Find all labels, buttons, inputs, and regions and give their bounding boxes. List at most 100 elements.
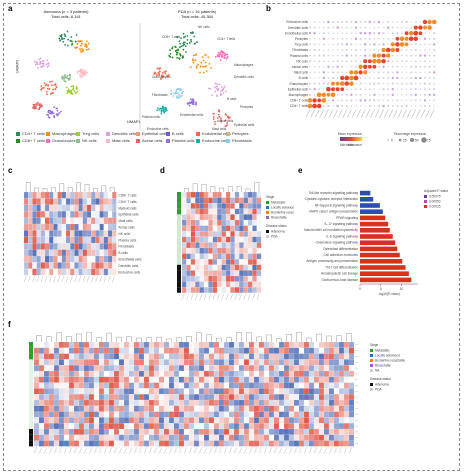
adenoma-subtitle: Total cells: 6,341 — [51, 14, 81, 19]
heatmap-cell — [243, 423, 250, 430]
heatmap-cell — [188, 388, 195, 395]
heatmap-cell — [128, 423, 135, 430]
umap-cluster-label: Fibroblasts — [152, 93, 168, 97]
heatmap-cell — [348, 423, 355, 430]
heatmap-cell — [183, 382, 190, 389]
heatmap-cell — [298, 382, 305, 389]
heatmap-cell — [93, 394, 100, 401]
heatmap-cell — [118, 411, 125, 418]
heatmap-cell — [82, 217, 88, 225]
heatmap-cell — [98, 434, 105, 441]
heatmap-cell — [113, 359, 120, 366]
dot-point — [341, 26, 343, 29]
heatmap-cell — [243, 231, 249, 237]
heatmap-cell — [43, 353, 50, 360]
heatmap-cell — [178, 394, 185, 401]
heatmap-cell — [57, 262, 62, 269]
heatmap-cell — [103, 394, 110, 401]
heatmap-cell — [230, 197, 235, 204]
umap-point — [36, 103, 39, 106]
stage-bar-cell — [177, 242, 181, 248]
umap-point — [164, 72, 167, 75]
gene-tick — [430, 109, 435, 118]
heatmap-cell — [213, 359, 220, 366]
umap-point — [223, 54, 226, 57]
dot-row-label: Pericytes — [295, 37, 309, 41]
umap-point — [69, 75, 72, 77]
stage-bar-cell — [29, 382, 33, 389]
heatmap-cell — [243, 411, 250, 418]
dot-point — [387, 99, 390, 102]
dot-point — [387, 93, 390, 96]
dot-point — [378, 105, 380, 107]
heatmap-cell — [178, 382, 185, 389]
heatmap-cell — [188, 428, 195, 435]
umap-point — [222, 87, 225, 90]
heatmap-cell — [38, 423, 45, 430]
dendrogram-branch — [93, 188, 98, 192]
dot-point — [364, 94, 366, 96]
heatmap-cell — [238, 376, 245, 383]
umap-point — [39, 57, 42, 60]
heatmap-cell — [198, 423, 205, 430]
heatmap-cell — [93, 365, 100, 372]
heatmap-cell — [38, 394, 45, 401]
dot-point — [405, 66, 408, 68]
heatmap-cell — [218, 428, 225, 435]
umap-point — [46, 87, 49, 90]
gene-tick — [416, 109, 421, 118]
umap-point — [33, 60, 36, 63]
heatmap-cell — [65, 243, 71, 250]
dendrogram-branch — [46, 336, 52, 342]
heatmap-cell — [318, 440, 325, 447]
heatmap-cell — [148, 370, 155, 377]
heatmap-cell — [323, 353, 330, 360]
heatmap-cell — [313, 341, 320, 348]
dot-point — [332, 54, 334, 57]
heatmap-cell — [230, 247, 235, 254]
x-axis-label: -log10(P-value) — [378, 292, 400, 296]
heatmap-cell — [203, 281, 209, 288]
heatmap-cell — [118, 423, 125, 430]
gene-tick — [370, 109, 375, 118]
heatmap-cell — [203, 353, 210, 360]
heatmap-cell — [82, 223, 88, 231]
heatmap-cell — [173, 428, 180, 435]
heatmap-cell — [123, 434, 130, 441]
heatmap-cell — [49, 249, 54, 257]
heatmap-cell — [243, 359, 250, 366]
heatmap-cell — [238, 394, 245, 401]
heatmap-cell — [48, 359, 55, 366]
gene-tick — [329, 447, 332, 454]
dot-point — [318, 66, 320, 68]
heatmap-cell — [173, 365, 180, 372]
heatmap-cell — [108, 440, 115, 447]
heatmap-cell — [38, 417, 45, 424]
dot-point — [355, 82, 357, 85]
umap-cluster-label: B cells — [227, 97, 237, 101]
umap-point — [207, 56, 210, 59]
heatmap-cell — [230, 242, 235, 249]
dot-point — [378, 88, 380, 90]
umap-point — [53, 116, 56, 119]
umap-point — [222, 92, 225, 95]
heatmap-cell — [53, 388, 60, 395]
umap1-axis-label: UMAP1 — [127, 119, 141, 124]
umap-point — [182, 48, 185, 51]
umap-point — [181, 90, 184, 93]
heatmap-cell — [103, 230, 109, 237]
dot-point — [331, 65, 335, 68]
heatmap-cell — [233, 347, 240, 354]
pvalue-legend-swatch — [424, 200, 427, 203]
heatmap-cell — [88, 405, 95, 412]
heatmap-cell — [234, 231, 240, 237]
heatmap-cell — [293, 440, 300, 447]
umap-point — [74, 46, 76, 49]
heatmap-cell — [98, 388, 105, 395]
dot-point — [327, 99, 330, 102]
heatmap-cell — [78, 230, 83, 237]
dot-point — [387, 43, 389, 46]
heatmap-cell — [225, 259, 231, 265]
heatmap-cell — [73, 399, 80, 406]
umap-cluster-label: CD4+ T cells — [217, 37, 236, 41]
